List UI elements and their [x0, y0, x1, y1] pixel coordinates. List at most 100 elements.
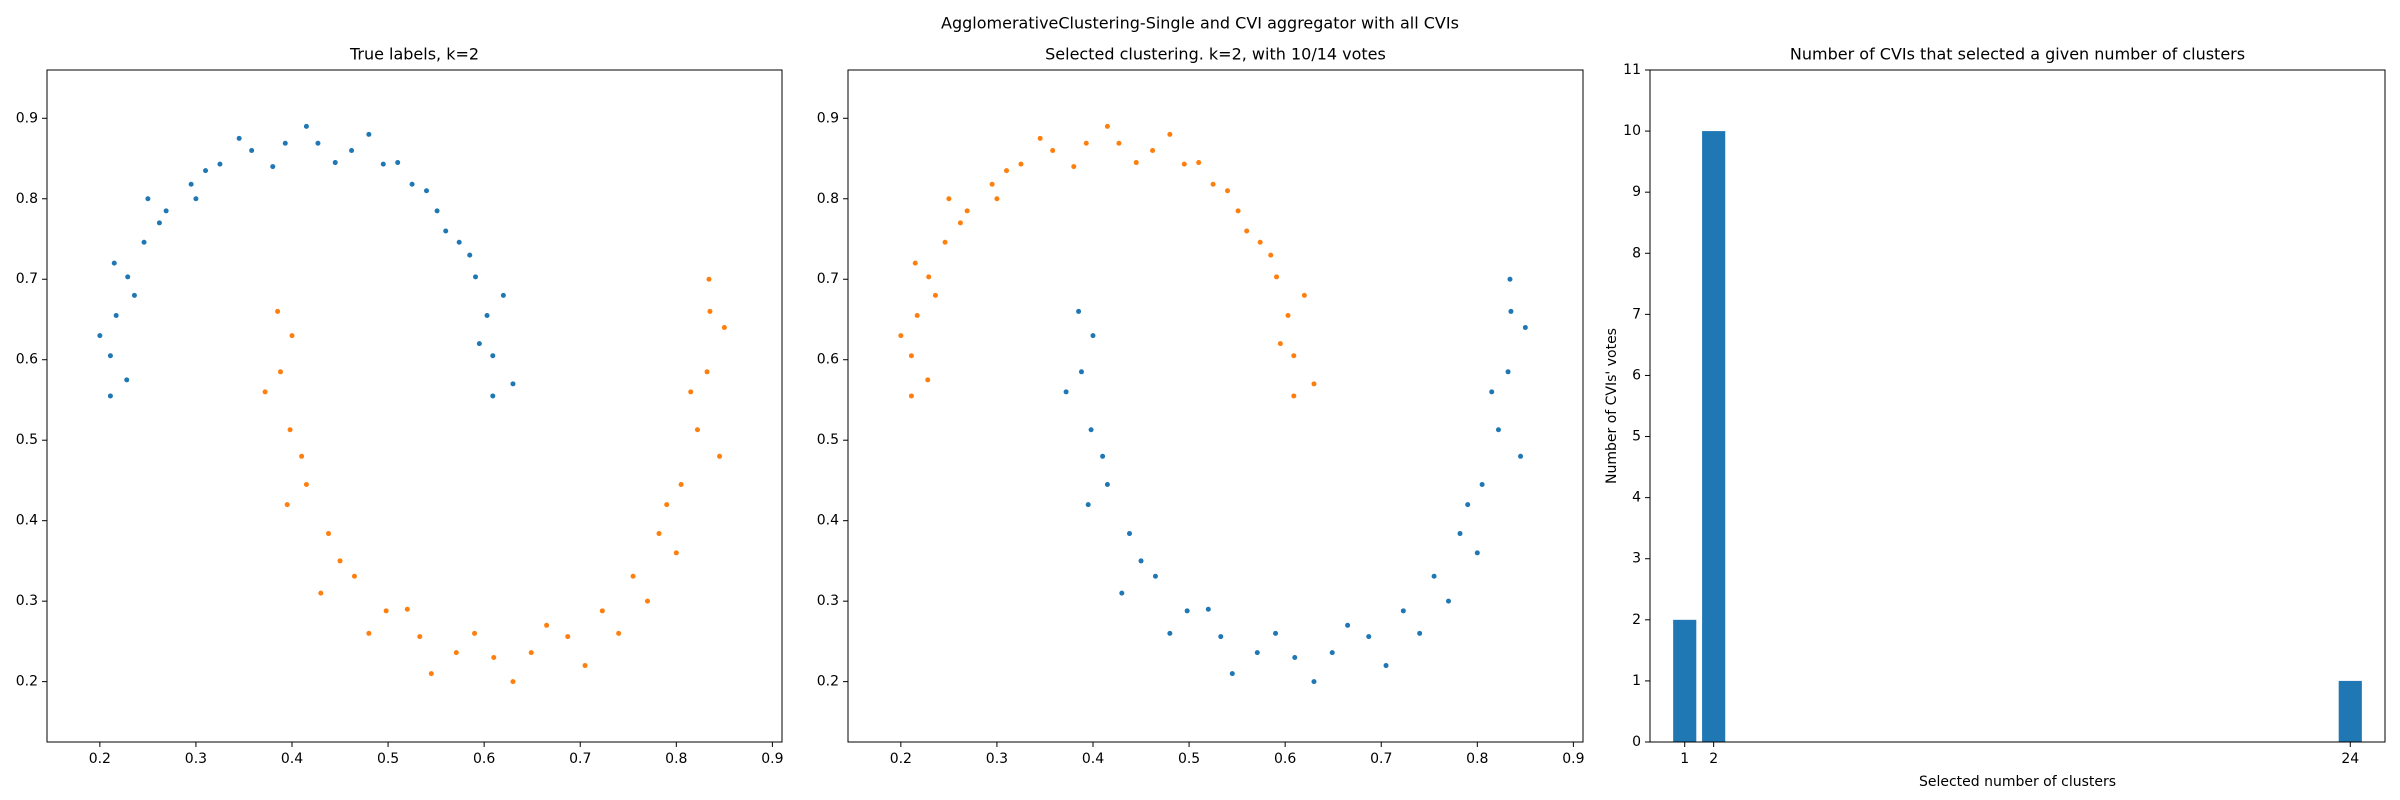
axes-frame — [46, 69, 783, 743]
y-tick-label: 0.4 — [16, 513, 38, 529]
point — [97, 333, 103, 339]
point — [1507, 276, 1513, 282]
point — [1505, 369, 1511, 375]
point — [1292, 654, 1298, 660]
point — [1285, 312, 1291, 318]
point — [544, 622, 550, 628]
x-tick-label: 0.9 — [761, 751, 783, 767]
point — [417, 634, 423, 640]
point — [107, 393, 113, 399]
point — [277, 369, 283, 375]
point — [717, 453, 723, 459]
point — [644, 598, 650, 604]
point — [898, 333, 904, 339]
point — [163, 208, 169, 214]
y-tick-label: 7 — [1632, 306, 1641, 322]
axes-frame — [1649, 69, 2386, 743]
point — [131, 292, 137, 298]
point — [1400, 608, 1406, 614]
point — [1104, 123, 1110, 129]
point — [1076, 308, 1082, 314]
point — [1383, 663, 1389, 669]
point — [490, 393, 496, 399]
point — [1479, 481, 1485, 487]
point — [284, 502, 290, 508]
point — [1257, 239, 1263, 245]
point — [1138, 558, 1144, 564]
y-tick-label: 0.7 — [817, 271, 839, 287]
point — [1465, 502, 1471, 508]
point — [287, 427, 293, 433]
point — [1329, 650, 1335, 656]
point — [476, 341, 482, 347]
x-tick-label: 1 — [1680, 751, 1689, 767]
point — [1127, 531, 1133, 537]
point — [1495, 427, 1501, 433]
y-tick-label: 1 — [1632, 673, 1641, 689]
y-tick-label: 0.6 — [16, 352, 38, 368]
point — [510, 679, 516, 685]
point — [704, 369, 710, 375]
point — [145, 196, 151, 202]
point — [428, 671, 434, 677]
y-tick-label: 0.6 — [817, 352, 839, 368]
x-tick-label: 0.6 — [1274, 751, 1296, 767]
y-tick-label: 0.8 — [16, 191, 38, 207]
point — [1225, 188, 1231, 194]
x-tick-label: 24 — [2341, 751, 2359, 767]
point — [926, 274, 932, 280]
point — [217, 161, 223, 167]
point — [656, 531, 662, 537]
point — [188, 181, 194, 187]
point — [1018, 161, 1024, 167]
point — [946, 196, 952, 202]
axes-title: Number of CVIs that selected a given num… — [1790, 45, 2245, 64]
point — [1274, 274, 1280, 280]
point — [1445, 598, 1451, 604]
point — [366, 131, 372, 137]
point — [964, 208, 970, 214]
point — [141, 239, 147, 245]
point — [1104, 481, 1110, 487]
point — [908, 353, 914, 359]
point — [1235, 208, 1241, 214]
point — [351, 573, 357, 579]
y-axis-label: Number of CVIs' votes — [1604, 328, 1620, 484]
point — [510, 381, 516, 387]
point — [490, 353, 496, 359]
point — [289, 333, 295, 339]
point — [1229, 671, 1235, 677]
point — [236, 135, 242, 141]
point — [565, 634, 571, 640]
point — [326, 531, 332, 537]
point — [582, 663, 588, 669]
point — [1210, 181, 1216, 187]
point — [528, 650, 534, 656]
point — [424, 188, 430, 194]
y-tick-label: 11 — [1623, 62, 1641, 78]
point — [599, 608, 605, 614]
figure-title: AgglomerativeClustering-Single and CVI a… — [941, 14, 1459, 33]
point — [1004, 168, 1010, 174]
point — [1244, 228, 1250, 234]
axes-title: True labels, k=2 — [349, 45, 479, 64]
point — [1133, 160, 1139, 166]
point — [1273, 630, 1279, 636]
point — [1522, 325, 1528, 331]
point — [694, 427, 700, 433]
point — [315, 140, 321, 146]
point — [1119, 590, 1125, 596]
axes-frame — [847, 69, 1584, 743]
x-tick-label: 0.9 — [1562, 751, 1584, 767]
y-tick-label: 0.4 — [817, 513, 839, 529]
point — [262, 389, 268, 395]
point — [473, 274, 479, 280]
point — [1088, 427, 1094, 433]
point — [1311, 679, 1317, 685]
x-tick-label: 0.2 — [89, 751, 111, 767]
point — [1083, 140, 1089, 146]
point — [456, 239, 462, 245]
point — [1518, 453, 1524, 459]
point — [275, 308, 281, 314]
x-tick-label: 0.8 — [1466, 751, 1488, 767]
